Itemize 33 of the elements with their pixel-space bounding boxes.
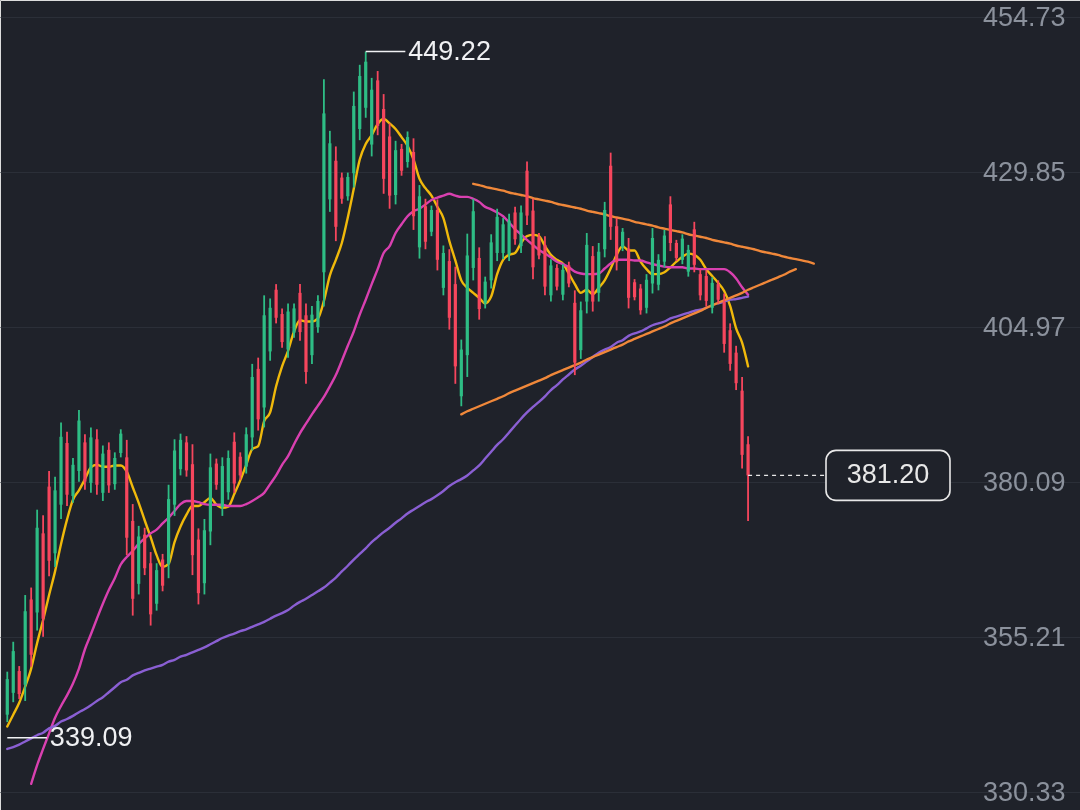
candlestick <box>483 275 487 310</box>
y-tick-label: 355.21 <box>982 621 1066 652</box>
line-series <box>460 267 798 416</box>
candlestick <box>555 263 559 292</box>
candlestick <box>537 232 541 261</box>
line-series <box>6 117 750 728</box>
y-tick-label: 454.73 <box>982 1 1066 32</box>
line-series <box>29 192 750 786</box>
candlestick <box>638 283 643 316</box>
line-series <box>472 182 815 265</box>
y-tick-label: 380.09 <box>982 466 1066 497</box>
candlestick <box>686 243 690 278</box>
candlestick <box>17 665 21 700</box>
candlestick <box>621 227 625 252</box>
candlestick <box>238 451 242 481</box>
annotation: 339.09 <box>49 721 133 752</box>
y-tick-label: 404.97 <box>982 311 1066 342</box>
y-tick-label: 330.33 <box>982 776 1066 807</box>
ref-line-label: 381.20 <box>846 459 930 490</box>
candlestick <box>674 238 678 262</box>
candlestick <box>698 268 702 302</box>
y-tick-label: 429.85 <box>982 156 1066 187</box>
candlestick <box>632 278 637 302</box>
annotation: 449.22 <box>408 35 491 66</box>
candlestick <box>567 260 571 289</box>
candlestick <box>399 143 404 177</box>
candlestick <box>680 233 684 266</box>
candlestick <box>429 204 434 238</box>
candlestick <box>346 171 350 202</box>
candlestick <box>119 428 123 459</box>
candlestick <box>214 457 218 491</box>
candlestick <box>340 171 344 205</box>
candlestick <box>716 279 720 305</box>
